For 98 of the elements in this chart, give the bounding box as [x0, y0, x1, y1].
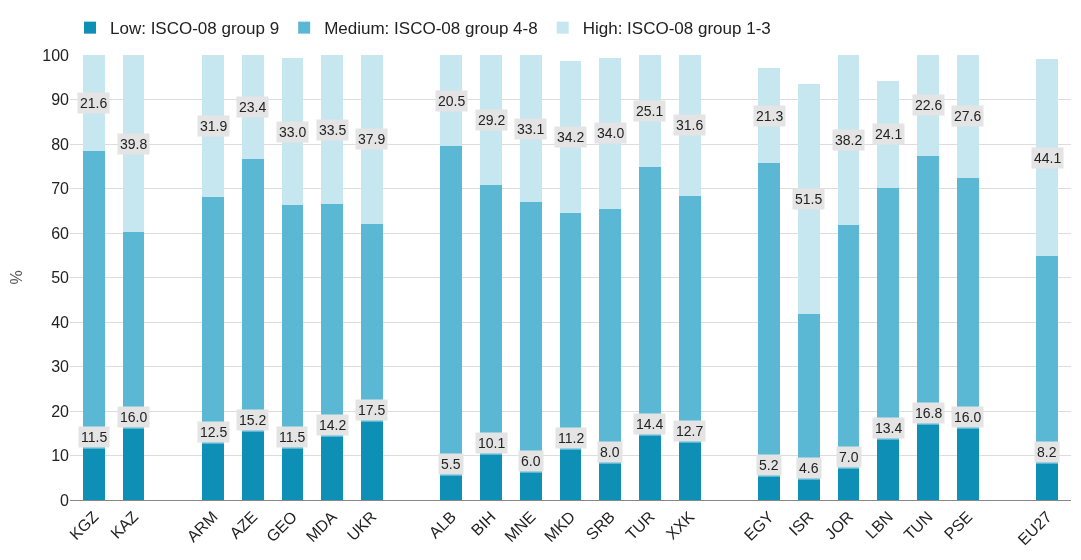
bar — [480, 455, 502, 500]
data-label: 11.5 — [81, 429, 108, 445]
bar — [360, 422, 383, 500]
data-label: 20.5 — [438, 93, 466, 109]
bar — [837, 468, 860, 500]
bar — [440, 146, 463, 476]
bar — [519, 473, 542, 500]
x-tick-label: TUN — [900, 507, 936, 544]
data-label: 14.2 — [319, 417, 347, 433]
data-label: 10.1 — [478, 435, 506, 451]
data-label: 6.0 — [521, 453, 541, 469]
y-tick-label: 90 — [51, 91, 70, 109]
x-tick-label: TUR — [622, 507, 658, 544]
bar — [321, 436, 344, 500]
bar — [599, 464, 622, 500]
bar — [678, 443, 701, 500]
y-tick-label: 30 — [51, 358, 70, 376]
bar — [917, 425, 939, 500]
legend-label: Low: ISCO-08 group 9 — [110, 19, 280, 39]
y-tick-label: 60 — [51, 224, 70, 242]
bar — [321, 204, 344, 437]
bar — [281, 448, 304, 500]
data-label: 37.9 — [358, 131, 386, 147]
data-label: 11.2 — [558, 430, 585, 446]
bar — [241, 432, 264, 500]
data-label: 11.5 — [279, 429, 306, 445]
data-label: 13.4 — [875, 420, 903, 436]
bar — [956, 428, 979, 500]
y-tick-label: 80 — [51, 135, 70, 153]
data-label: 12.5 — [200, 424, 228, 440]
data-label: 5.5 — [441, 456, 461, 472]
bar — [440, 475, 463, 500]
bar — [122, 428, 145, 500]
bar — [241, 159, 264, 433]
legend-label: High: ISCO-08 group 1-3 — [582, 19, 771, 39]
x-tick-label: ISR — [785, 507, 817, 539]
bar — [797, 479, 820, 500]
data-label: 39.8 — [120, 136, 148, 152]
bar — [202, 444, 224, 500]
data-label: 38.2 — [835, 132, 863, 148]
bar — [559, 450, 582, 500]
y-tick-label: 0 — [60, 491, 70, 509]
y-tick-label: 10 — [51, 447, 70, 465]
data-label: 34.2 — [557, 129, 585, 145]
bar — [797, 84, 820, 314]
bar — [758, 476, 781, 500]
bar — [1036, 463, 1059, 500]
y-axis-title: % — [8, 270, 26, 285]
bar — [877, 440, 900, 500]
data-label: 8.0 — [600, 444, 620, 460]
data-label: 33.5 — [319, 122, 347, 138]
data-label: 24.1 — [875, 126, 903, 142]
bar — [82, 448, 105, 500]
bar — [639, 435, 661, 500]
data-label: 33.0 — [279, 124, 307, 140]
bar — [82, 151, 105, 449]
data-label: 15.2 — [239, 412, 267, 428]
data-label: 34.0 — [597, 125, 625, 141]
y-tick-label: 100 — [42, 46, 70, 64]
data-label: 21.3 — [756, 108, 784, 124]
y-tick-label: 40 — [51, 313, 70, 331]
data-label: 29.2 — [478, 112, 506, 128]
data-label: 23.4 — [239, 99, 267, 115]
data-label: 44.1 — [1034, 150, 1062, 166]
x-tick-label: ALB — [425, 507, 460, 542]
data-label: 27.6 — [954, 108, 982, 124]
data-label: 7.0 — [839, 449, 859, 465]
bar — [1036, 59, 1059, 256]
data-label: 51.5 — [795, 191, 823, 207]
data-label: 31.9 — [200, 118, 228, 134]
data-label: 33.1 — [517, 121, 545, 137]
y-tick-label: 70 — [51, 180, 70, 198]
data-label: 16.8 — [915, 405, 943, 421]
data-label: 8.2 — [1037, 444, 1057, 460]
legend-label: Medium: ISCO-08 group 4-8 — [324, 19, 538, 39]
bar — [360, 223, 383, 423]
bar — [758, 163, 781, 477]
bar — [1036, 255, 1059, 464]
data-label: 12.7 — [676, 423, 704, 439]
bar — [599, 208, 622, 465]
bar — [956, 177, 979, 429]
x-tick-label: BIH — [467, 507, 499, 539]
bar — [877, 188, 900, 441]
data-label: 25.1 — [636, 103, 664, 119]
data-label: 14.4 — [636, 416, 664, 432]
data-label: 21.6 — [80, 95, 108, 111]
data-label: 22.6 — [915, 97, 943, 113]
y-tick-label: 20 — [51, 402, 70, 420]
data-label: 17.5 — [358, 402, 386, 418]
data-label: 16.0 — [954, 409, 982, 425]
data-label: 31.6 — [676, 117, 704, 133]
data-label: 16.0 — [120, 409, 148, 425]
bar — [678, 195, 701, 444]
data-label: 5.2 — [759, 457, 779, 473]
y-tick-label: 50 — [51, 269, 70, 287]
data-label: 4.6 — [799, 460, 819, 476]
bar — [519, 202, 542, 474]
bar — [639, 166, 661, 436]
